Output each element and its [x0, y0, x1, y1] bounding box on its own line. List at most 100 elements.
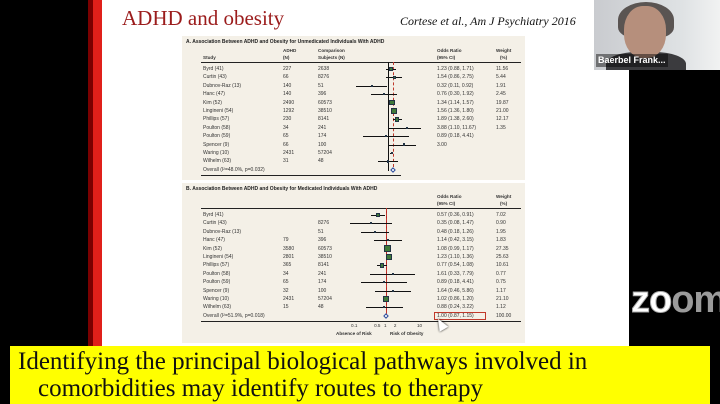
comparison-n: 2638: [318, 66, 330, 72]
study-name: Hanc (47): [203, 237, 225, 244]
axis-tick-label: 0.5: [374, 322, 381, 328]
effect-size-marker: [376, 213, 380, 217]
adhd-n: 32: [283, 287, 289, 294]
slide-stripe-dark: [88, 0, 93, 404]
participant-video-tile[interactable]: Baerbel Frank...: [594, 0, 720, 70]
study-name: Wilhelm (63): [203, 304, 232, 311]
axis-tick-label: 0.1: [351, 322, 358, 328]
weight-pct: 10.61: [496, 262, 509, 269]
effect-size-marker: [383, 281, 386, 284]
odds-ratio-ci: 0.89 (0.18, 4.41): [437, 279, 474, 286]
zoom-watermark-logo: zoom: [630, 279, 720, 321]
header-study: Study: [203, 55, 216, 60]
table-bottom-rule: [201, 174, 401, 176]
overall-label: Overall (I²=51.9%, p=0.018): [203, 312, 265, 319]
highlighted-overall-box: [434, 311, 486, 320]
forest-plot-medicated: B. Association Between ADHD and Obesity …: [182, 183, 525, 343]
overall-effect-line: [392, 62, 394, 167]
odds-ratio-ci: 0.57 (0.36, 0.91): [437, 212, 474, 218]
overall-diamond: [383, 312, 389, 319]
comparison-n: 51: [318, 82, 324, 89]
adhd-n: 15: [283, 304, 289, 311]
weight-pct: 1.95: [496, 228, 506, 235]
weight-pct: 2.45: [496, 91, 506, 98]
study-name: Poulton (58): [203, 270, 231, 277]
comparison-n: 174: [318, 133, 327, 140]
comparison-n: 48: [318, 158, 324, 165]
study-name: Kim (52): [203, 99, 222, 106]
overall-or: 1.00 (0.87, 1.15): [437, 312, 474, 319]
axis-tick-label: 2: [393, 322, 397, 328]
participant-name: Baerbel Frank...: [596, 54, 668, 67]
effect-size-marker: [386, 160, 390, 163]
effect-size-marker: [385, 253, 393, 261]
comparison-n: 60573: [318, 99, 332, 106]
adhd-n: 3580: [283, 245, 295, 252]
odds-ratio-ci: 1.14 (0.42, 3.15): [437, 237, 474, 244]
study-name: Kim (52): [203, 245, 222, 252]
presentation-slide: ADHD and obesity Cortese et al., Am J Ps…: [88, 0, 629, 404]
odds-ratio-ci: 1.64 (0.46, 5.86): [437, 287, 474, 294]
adhd-n: 31: [283, 158, 289, 165]
odds-ratio-ci: 1.61 (0.33, 7.79): [437, 270, 474, 277]
adhd-n: 66: [283, 141, 289, 148]
weight-pct: 0.75: [496, 279, 506, 286]
comparison-n: 8141: [318, 262, 330, 269]
weight-pct: 25.63: [496, 254, 509, 260]
effect-size-marker: [392, 75, 396, 79]
effect-size-marker: [388, 66, 394, 72]
header-odds-ratio: Odds Ratio: [437, 194, 462, 199]
odds-ratio-ci: 1.23 (1.10, 1.36): [437, 254, 474, 260]
comparison-n: 38510: [318, 254, 332, 260]
weight-pct: 1.91: [496, 82, 506, 89]
odds-ratio-ci: 0.88 (0.24, 3.22): [437, 304, 474, 311]
study-name: Poulton (59): [203, 279, 231, 286]
comparison-n: 241: [318, 270, 327, 277]
weight-pct: 27.35: [496, 245, 509, 252]
odds-ratio-ci: 0.77 (0.54, 1.08): [437, 262, 474, 269]
study-name: Spencer (9): [203, 141, 230, 148]
weight-pct: 5.44: [496, 74, 506, 81]
effect-size-marker: [383, 296, 390, 302]
effect-size-marker: [380, 263, 385, 268]
effect-size-marker: [383, 306, 386, 309]
adhd-n: 34: [283, 270, 289, 277]
header-adhd: ADHD: [283, 48, 297, 53]
weight-pct: 21.10: [496, 296, 509, 302]
comparison-n: 60573: [318, 245, 332, 252]
odds-ratio-ci: 1.08 (0.99, 1.17): [437, 245, 474, 252]
null-line: [388, 62, 389, 171]
effect-size-marker: [389, 99, 396, 106]
odds-ratio-ci: 1.56 (1.36, 1.80): [437, 108, 474, 114]
banner-line-2: comorbidities may identify routes to the…: [38, 375, 484, 402]
header-rule: [201, 208, 521, 209]
adhd-n: 227: [283, 66, 292, 72]
header-weight-pct: (%): [500, 55, 508, 60]
adhd-n: 2431: [283, 296, 295, 302]
odds-ratio-ci: 1.23 (0.88, 1.71): [437, 66, 474, 72]
odds-ratio-ci: 0.76 (0.30, 1.92): [437, 91, 474, 98]
axis-label-absence: Absence of Risk: [336, 330, 372, 336]
study-name: Spencer (9): [203, 287, 230, 294]
weight-pct: 1.83: [496, 237, 506, 244]
adhd-n: 66: [283, 74, 289, 81]
participant-shirt: [606, 52, 686, 70]
overall-label: Overall (I²=48.0%, p=0.032): [203, 166, 265, 173]
comparison-n: 8276: [318, 220, 330, 227]
participant-face: [624, 6, 666, 58]
odds-ratio-ci: 1.02 (0.86, 1.20): [437, 296, 474, 302]
weight-pct: 1.12: [496, 304, 506, 311]
weight-pct: 21.00: [496, 108, 509, 114]
weight-pct: 11.56: [496, 66, 509, 72]
comparison-n: 38510: [318, 108, 332, 114]
header-rule: [201, 62, 521, 63]
odds-ratio-ci: 0.32 (0.11, 0.92): [437, 82, 474, 89]
weight-pct: 7.02: [496, 212, 506, 218]
study-name: Curtin (43): [203, 220, 227, 227]
study-name: Byrd (41): [203, 66, 224, 72]
header-comparison: Comparison: [318, 48, 345, 53]
odds-ratio-ci: 0.89 (0.18, 4.41): [437, 133, 474, 140]
effect-size-marker: [406, 126, 409, 129]
study-name: Hanc (47): [203, 91, 225, 98]
effect-size-marker: [402, 143, 405, 146]
